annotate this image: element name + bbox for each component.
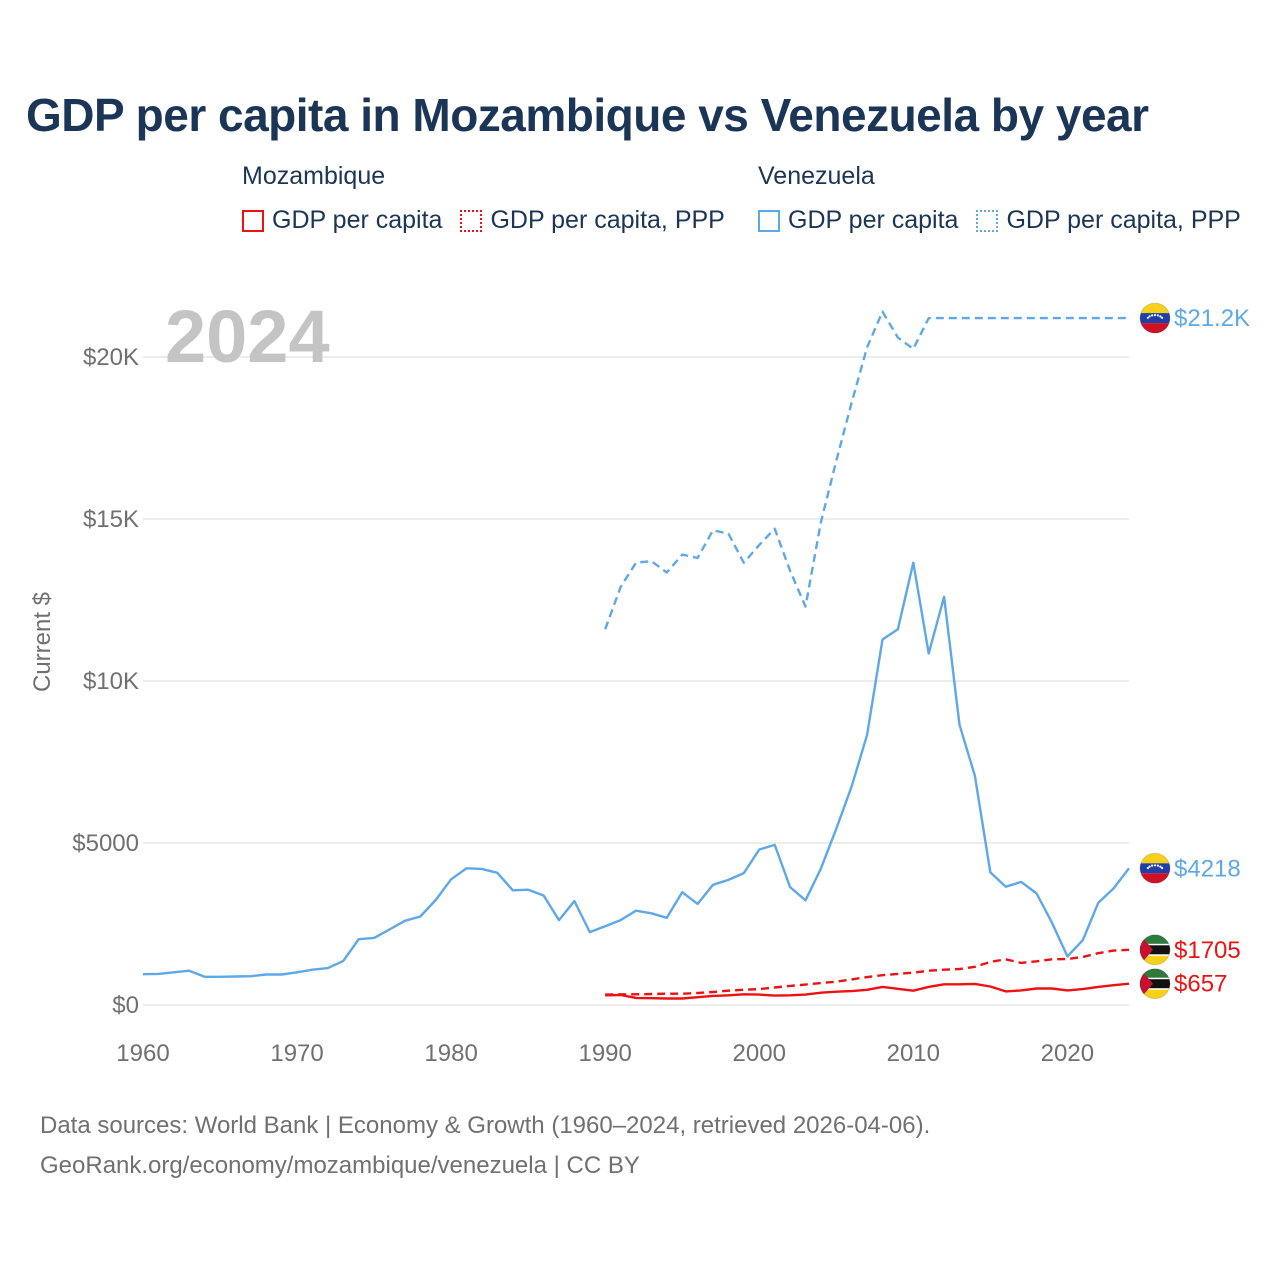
- legend-swatch-solid-icon: [758, 209, 780, 232]
- footer: Data sources: World Bank | Economy & Gro…: [40, 1106, 930, 1186]
- end-value-label: $21.2K: [1174, 305, 1250, 332]
- y-tick-label: $5000: [72, 830, 139, 857]
- y-tick-label: $15K: [83, 506, 139, 533]
- legend-swatch-solid-icon: [242, 209, 264, 232]
- x-tick-label: 1960: [116, 1040, 169, 1067]
- series-line: [605, 948, 1130, 996]
- legend-item-label: GDP per capita, PPP: [490, 206, 725, 234]
- x-tick-label: 1990: [578, 1040, 631, 1067]
- end-value-label: $1705: [1174, 937, 1241, 964]
- y-axis-ticks: $0 $5000 $10K $15K $20K: [72, 344, 139, 1019]
- venezuela-flag-icon: [1139, 302, 1171, 334]
- legend-group-name: Venezuela: [758, 162, 875, 190]
- series-line: [604, 310, 1129, 630]
- venezuela-flag-icon: [1139, 852, 1171, 884]
- end-labels: $21.2K $4218 $1705 $657: [1139, 302, 1250, 1000]
- legend-group-mozambique: Mozambique GDP per capita GDP per capita…: [242, 162, 743, 235]
- legend-item-mozambique-gdp[interactable]: GDP per capita: [242, 206, 442, 235]
- legend-swatch-dotted-icon: [976, 209, 999, 232]
- x-tick-label: 2010: [887, 1040, 940, 1067]
- series-line: [605, 982, 1130, 1000]
- legend-item-mozambique-gdp-ppp[interactable]: GDP per capita, PPP: [460, 206, 725, 235]
- x-tick-label: 2020: [1041, 1040, 1094, 1067]
- end-value-label: $4218: [1174, 855, 1241, 882]
- end-value-label: $657: [1174, 971, 1227, 998]
- y-tick-label: $0: [112, 992, 139, 1019]
- grid-lines: [143, 356, 1129, 1006]
- x-tick-label: 2000: [733, 1040, 786, 1067]
- legend-item-label: GDP per capita, PPP: [1006, 206, 1241, 234]
- mozambique-flag-icon: [1139, 934, 1171, 966]
- x-axis-ticks: 1960 1970 1980 1990 2000 2010 2020: [116, 1040, 1094, 1067]
- year-watermark: 2024: [165, 295, 330, 378]
- footer-sources: Data sources: World Bank | Economy & Gro…: [40, 1112, 931, 1139]
- legend-item-venezuela-gdp-ppp[interactable]: GDP per capita, PPP: [976, 206, 1241, 235]
- legend-group-venezuela: Venezuela GDP per capita GDP per capita,…: [758, 162, 1259, 235]
- series-line: [142, 561, 1130, 978]
- x-tick-label: 1970: [270, 1040, 323, 1067]
- chart-title: GDP per capita in Mozambique vs Venezuel…: [26, 89, 1149, 141]
- legend-swatch-dotted-icon: [460, 209, 483, 232]
- y-axis-label: Current $: [29, 592, 56, 692]
- legend-group-name: Mozambique: [242, 162, 386, 190]
- mozambique-flag-icon: [1139, 968, 1171, 1000]
- footer-link[interactable]: GeoRank.org/economy/mozambique/venezuela…: [40, 1152, 640, 1179]
- y-tick-label: $20K: [83, 344, 139, 371]
- x-tick-label: 1980: [424, 1040, 477, 1067]
- y-tick-label: $10K: [83, 668, 139, 695]
- series-lines: [142, 310, 1130, 1000]
- legend-item-label: GDP per capita: [788, 206, 959, 234]
- legend-item-venezuela-gdp[interactable]: GDP per capita: [758, 206, 958, 235]
- legend-item-label: GDP per capita: [272, 206, 443, 234]
